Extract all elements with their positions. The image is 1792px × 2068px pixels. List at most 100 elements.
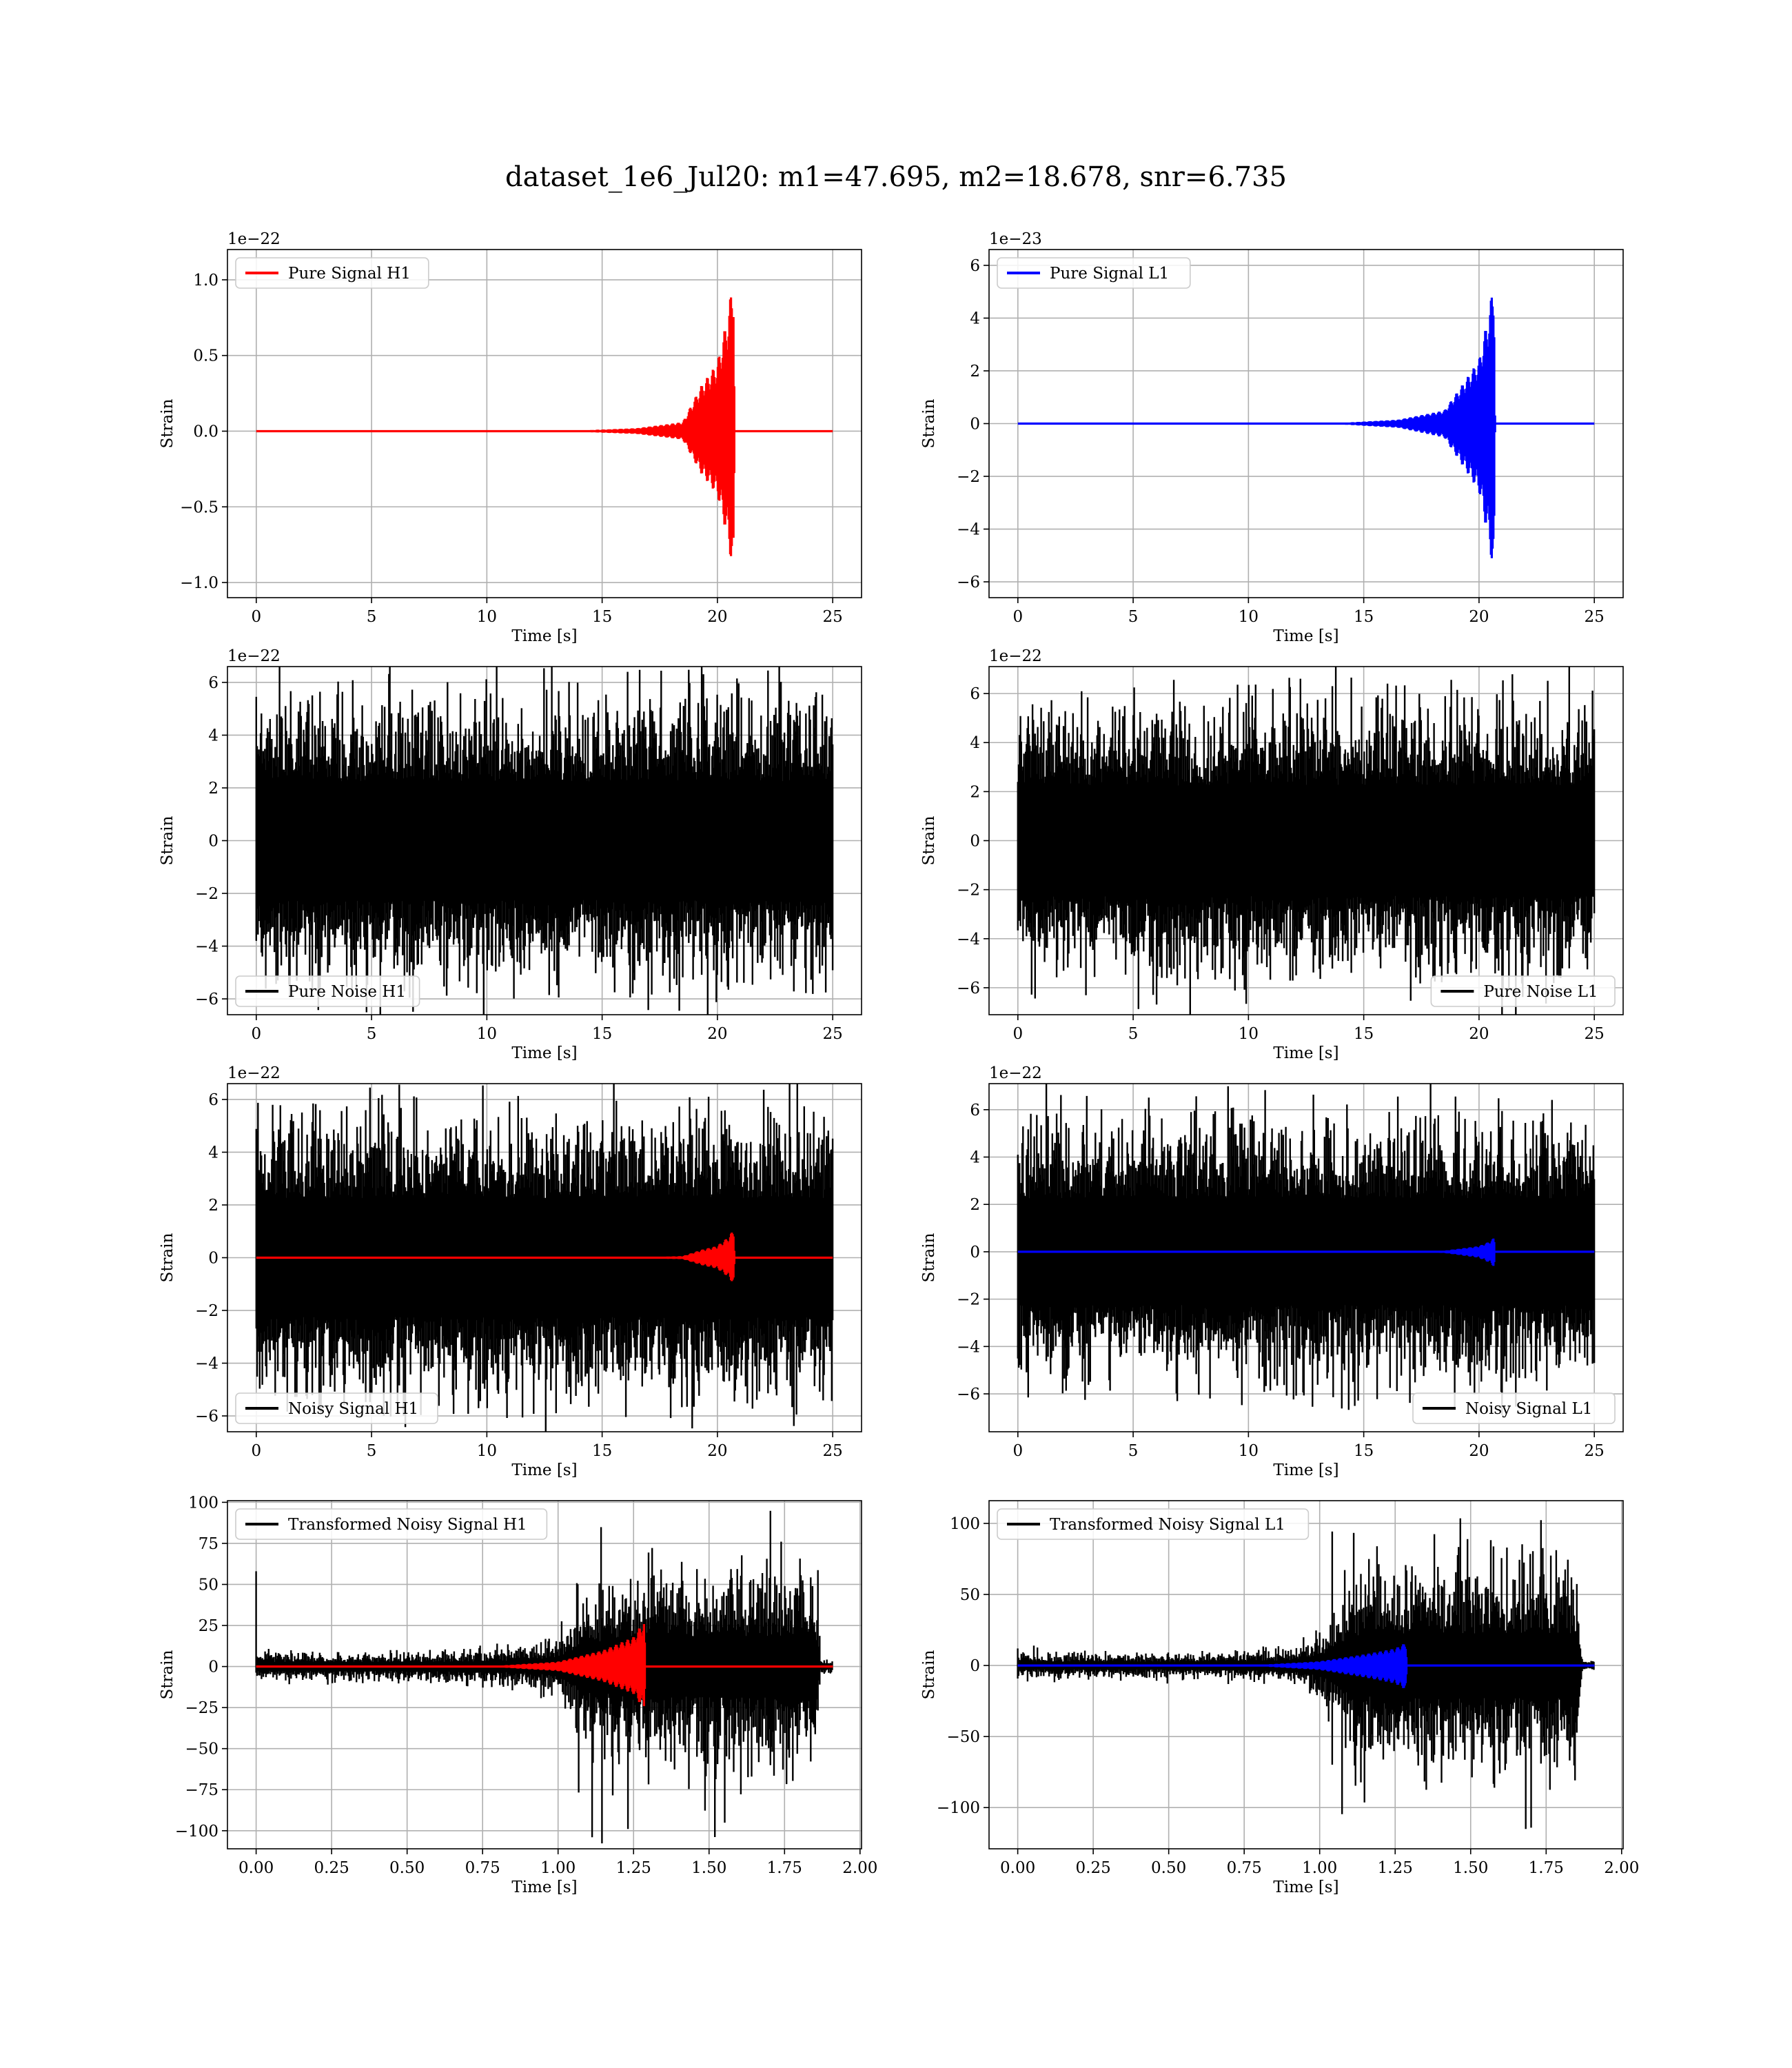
subplot-l1-pure-noise: 0 5 10 15 20 25 −6 −4 −2 0 2 4 6 Time [s] Strain 1e−22 P… [920, 647, 1624, 1062]
x-tick-label: 5 [1128, 1442, 1139, 1460]
x-tick-label: 15 [592, 1442, 612, 1460]
legend-label: Pure Signal H1 [288, 265, 411, 283]
y-tick-label: 4 [970, 310, 980, 327]
y-tick-label: 0 [208, 833, 218, 851]
y-axis-label: Strain [159, 1650, 176, 1699]
y-tick-label: −6 [957, 1386, 980, 1403]
y-tick-label: −2 [195, 885, 218, 903]
y-tick-label: −50 [185, 1741, 218, 1758]
x-tick-label: 10 [1239, 1442, 1259, 1460]
x-tick-label: 15 [1354, 608, 1374, 626]
y-tick-label: −6 [957, 980, 980, 997]
legend-box [1412, 1392, 1616, 1424]
x-tick-label: 0 [251, 608, 261, 626]
series-line [256, 1233, 833, 1281]
x-tick-label: 20 [707, 1442, 727, 1460]
series-group [255, 1510, 833, 1844]
x-tick-label: 0 [251, 1025, 261, 1043]
figure-title: dataset_1e6_Jul20: m1=47.695, m2=18.678,… [505, 161, 1287, 193]
y-tick-label: 50 [960, 1586, 980, 1604]
series-line [1017, 1084, 1596, 1415]
y-tick-label: −25 [185, 1699, 218, 1717]
x-tick-label: 10 [477, 1025, 497, 1043]
y-tick-label: 6 [208, 1091, 218, 1109]
legend-box [997, 1508, 1310, 1540]
series-line [1017, 1644, 1595, 1688]
legend-box [235, 257, 429, 289]
y-axis-label: Strain [159, 815, 176, 865]
x-tick-label: 1.50 [1453, 1859, 1488, 1877]
y-tick-label: 0 [208, 1250, 218, 1268]
y-tick-label: −4 [195, 1355, 218, 1373]
x-axis-label: Time [s] [511, 1044, 577, 1062]
subplot-h1-pure-signal: 0 5 10 15 20 25 −1.0 −0.5 0.0 0.5 1.0 Time [s] Strai… [159, 230, 862, 645]
y-axis-label: Strain [159, 398, 176, 448]
x-tick-label: 5 [1128, 1025, 1139, 1043]
legend-label: Pure Noise H1 [288, 983, 406, 1001]
x-tick-label: 2.00 [842, 1859, 877, 1877]
legend: Pure Signal H1 [235, 257, 429, 289]
y-tick-label: 0 [208, 1659, 218, 1676]
y-tick-label: −6 [195, 1408, 218, 1426]
y-axis-label: Strain [920, 398, 938, 448]
y-tick-label: 6 [970, 685, 980, 703]
x-tick-label: 1.50 [691, 1859, 726, 1877]
x-tick-label: 25 [1585, 1025, 1605, 1043]
y-tick-label: −1.0 [180, 574, 218, 592]
y-tick-label: 25 [198, 1617, 218, 1635]
x-tick-label: 0.25 [314, 1859, 349, 1877]
x-tick-label: 1.25 [1378, 1859, 1413, 1877]
y-tick-label: −2 [957, 468, 980, 486]
legend-box [235, 1392, 438, 1424]
x-axis-label: Time [s] [1273, 627, 1338, 645]
axis-offset-label: 1e−22 [227, 647, 281, 665]
series-line [256, 1624, 833, 1707]
x-tick-label: 0 [1012, 1442, 1023, 1460]
x-tick-label: 0.50 [1151, 1859, 1186, 1877]
y-tick-label: 75 [198, 1535, 218, 1553]
series-line [255, 1084, 834, 1432]
y-tick-label: 2 [970, 1196, 980, 1214]
axis-offset-label: 1e−22 [227, 230, 281, 248]
legend-label: Transformed Noisy Signal L1 [1050, 1516, 1285, 1534]
x-tick-label: 0 [251, 1442, 261, 1460]
series-line [1017, 297, 1595, 558]
y-tick-label: −6 [957, 574, 980, 591]
x-tick-label: 20 [1469, 608, 1489, 626]
legend-label: Pure Noise L1 [1483, 983, 1598, 1001]
axis-offset-label: 1e−22 [227, 1064, 281, 1082]
legend-label: Noisy Signal H1 [288, 1400, 418, 1418]
y-tick-label: −0.5 [180, 498, 218, 516]
legend: Transformed Noisy Signal L1 [997, 1508, 1310, 1540]
x-tick-label: 15 [592, 1025, 612, 1043]
y-tick-label: 6 [970, 257, 980, 275]
x-tick-label: 20 [1469, 1442, 1489, 1460]
y-tick-label: 2 [970, 783, 980, 801]
y-tick-label: −2 [195, 1302, 218, 1320]
series-group [255, 1084, 834, 1432]
axes-frame [988, 1083, 1624, 1432]
legend-label: Transformed Noisy Signal H1 [288, 1516, 527, 1534]
x-axis-label: Time [s] [1273, 1044, 1338, 1062]
y-axis-label: Strain [159, 1233, 176, 1282]
y-tick-label: −4 [957, 521, 980, 539]
legend-box [235, 1508, 548, 1540]
subplot-l1-pure-signal: 0 5 10 15 20 25 −6 −4 −2 0 2 4 6 Time [s] Strain 1e−23 P… [920, 230, 1624, 645]
y-tick-label: 6 [970, 1102, 980, 1119]
y-tick-label: −6 [195, 991, 218, 1008]
y-tick-label: 4 [970, 734, 980, 752]
y-tick-label: −2 [957, 882, 980, 900]
x-tick-label: 5 [1128, 608, 1139, 626]
x-tick-label: 1.00 [1302, 1859, 1337, 1877]
y-tick-label: −4 [957, 1338, 980, 1356]
x-tick-label: 5 [367, 1442, 377, 1460]
y-tick-label: 0.0 [193, 423, 218, 440]
legend-box [1430, 975, 1616, 1007]
y-tick-label: 2 [208, 1197, 218, 1215]
series-group [256, 297, 833, 556]
x-tick-label: 20 [707, 1025, 727, 1043]
subplot-h1-transformed: 0.00 0.25 0.50 0.75 1.00 1.25 1.50 1.75 2.00 −100… [159, 1494, 877, 1896]
x-tick-label: 15 [1354, 1442, 1374, 1460]
